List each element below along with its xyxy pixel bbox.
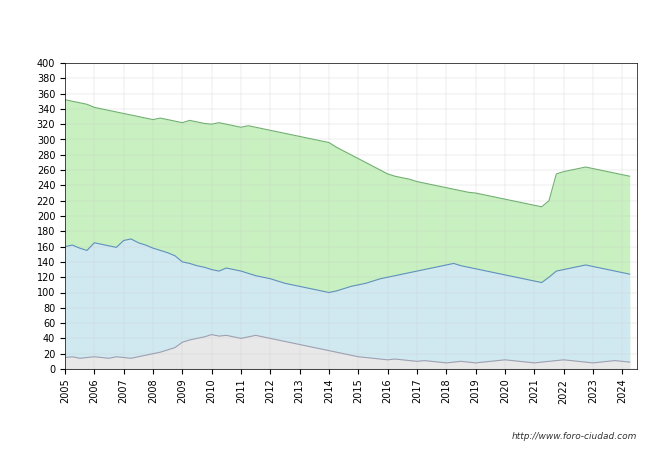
Text: http://www.foro-ciudad.com: http://www.foro-ciudad.com [512, 432, 637, 441]
Text: Vezdemarbán - Evolucion de la poblacion en edad de Trabajar Mayo de 2024: Vezdemarbán - Evolucion de la poblacion … [58, 20, 592, 34]
